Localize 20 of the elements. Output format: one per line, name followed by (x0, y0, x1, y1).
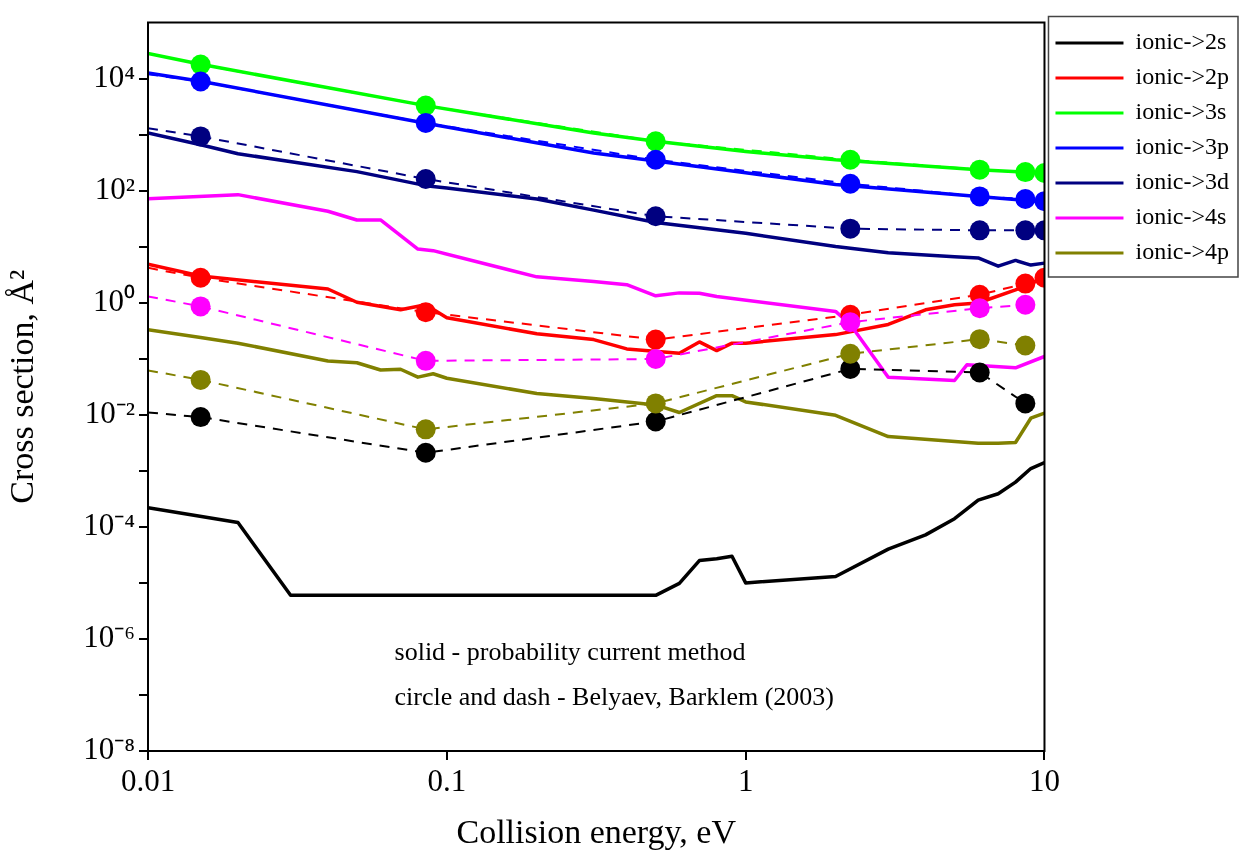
legend-label: ionic->2p (1135, 63, 1229, 90)
y-tick-label: 10² (94, 170, 135, 206)
y-axis-title: Cross section, Å² (3, 269, 41, 504)
x-tick-label: 0.1 (427, 762, 467, 798)
annotation: circle and dash - Belyaev, Barklem (2003) (394, 682, 834, 712)
x-tick-label: 10 (1028, 762, 1060, 798)
legend-label: ionic->4p (1135, 238, 1229, 265)
legend-label: ionic->3p (1135, 133, 1229, 160)
y-tick-label: 10⁻⁴ (83, 507, 135, 543)
x-tick-label: 1 (737, 762, 754, 798)
y-tick-label: 10⁻² (84, 394, 135, 430)
legend-label: ionic->2s (1135, 28, 1227, 55)
legend-label: ionic->3s (1135, 98, 1227, 125)
legend-label: ionic->3d (1135, 168, 1229, 195)
annotation: solid - probability current method (394, 636, 746, 666)
y-tick-label: 10⁻⁶ (83, 619, 135, 655)
y-tick-label: 10⁰ (93, 282, 135, 318)
y-tick-label: 10⁴ (93, 58, 135, 94)
legend-label: ionic->4s (1135, 203, 1227, 230)
x-axis-title: Collision energy, eV (456, 812, 737, 850)
